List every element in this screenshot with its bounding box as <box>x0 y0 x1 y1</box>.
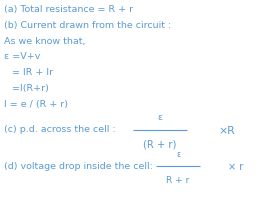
Text: (a) Total resistance = R + r: (a) Total resistance = R + r <box>4 5 133 14</box>
Text: As we know that,: As we know that, <box>4 37 85 46</box>
Text: R + r: R + r <box>166 176 190 185</box>
Text: ε: ε <box>157 113 162 122</box>
Text: = IR + Ir: = IR + Ir <box>12 68 53 77</box>
Text: ε =V+v: ε =V+v <box>4 52 40 61</box>
Text: (b) Current drawn from the circuit :: (b) Current drawn from the circuit : <box>4 21 171 30</box>
Text: (d) voltage drop inside the cell:: (d) voltage drop inside the cell: <box>4 162 153 171</box>
Text: I = e / (R + r): I = e / (R + r) <box>4 100 68 109</box>
Text: ×R: ×R <box>218 126 235 136</box>
Text: × r: × r <box>228 162 243 172</box>
Text: (c) p.d. across the cell :: (c) p.d. across the cell : <box>4 125 115 134</box>
Text: ε: ε <box>176 150 180 159</box>
Text: =I(R+r): =I(R+r) <box>12 84 49 93</box>
Text: (R + r): (R + r) <box>143 140 177 150</box>
